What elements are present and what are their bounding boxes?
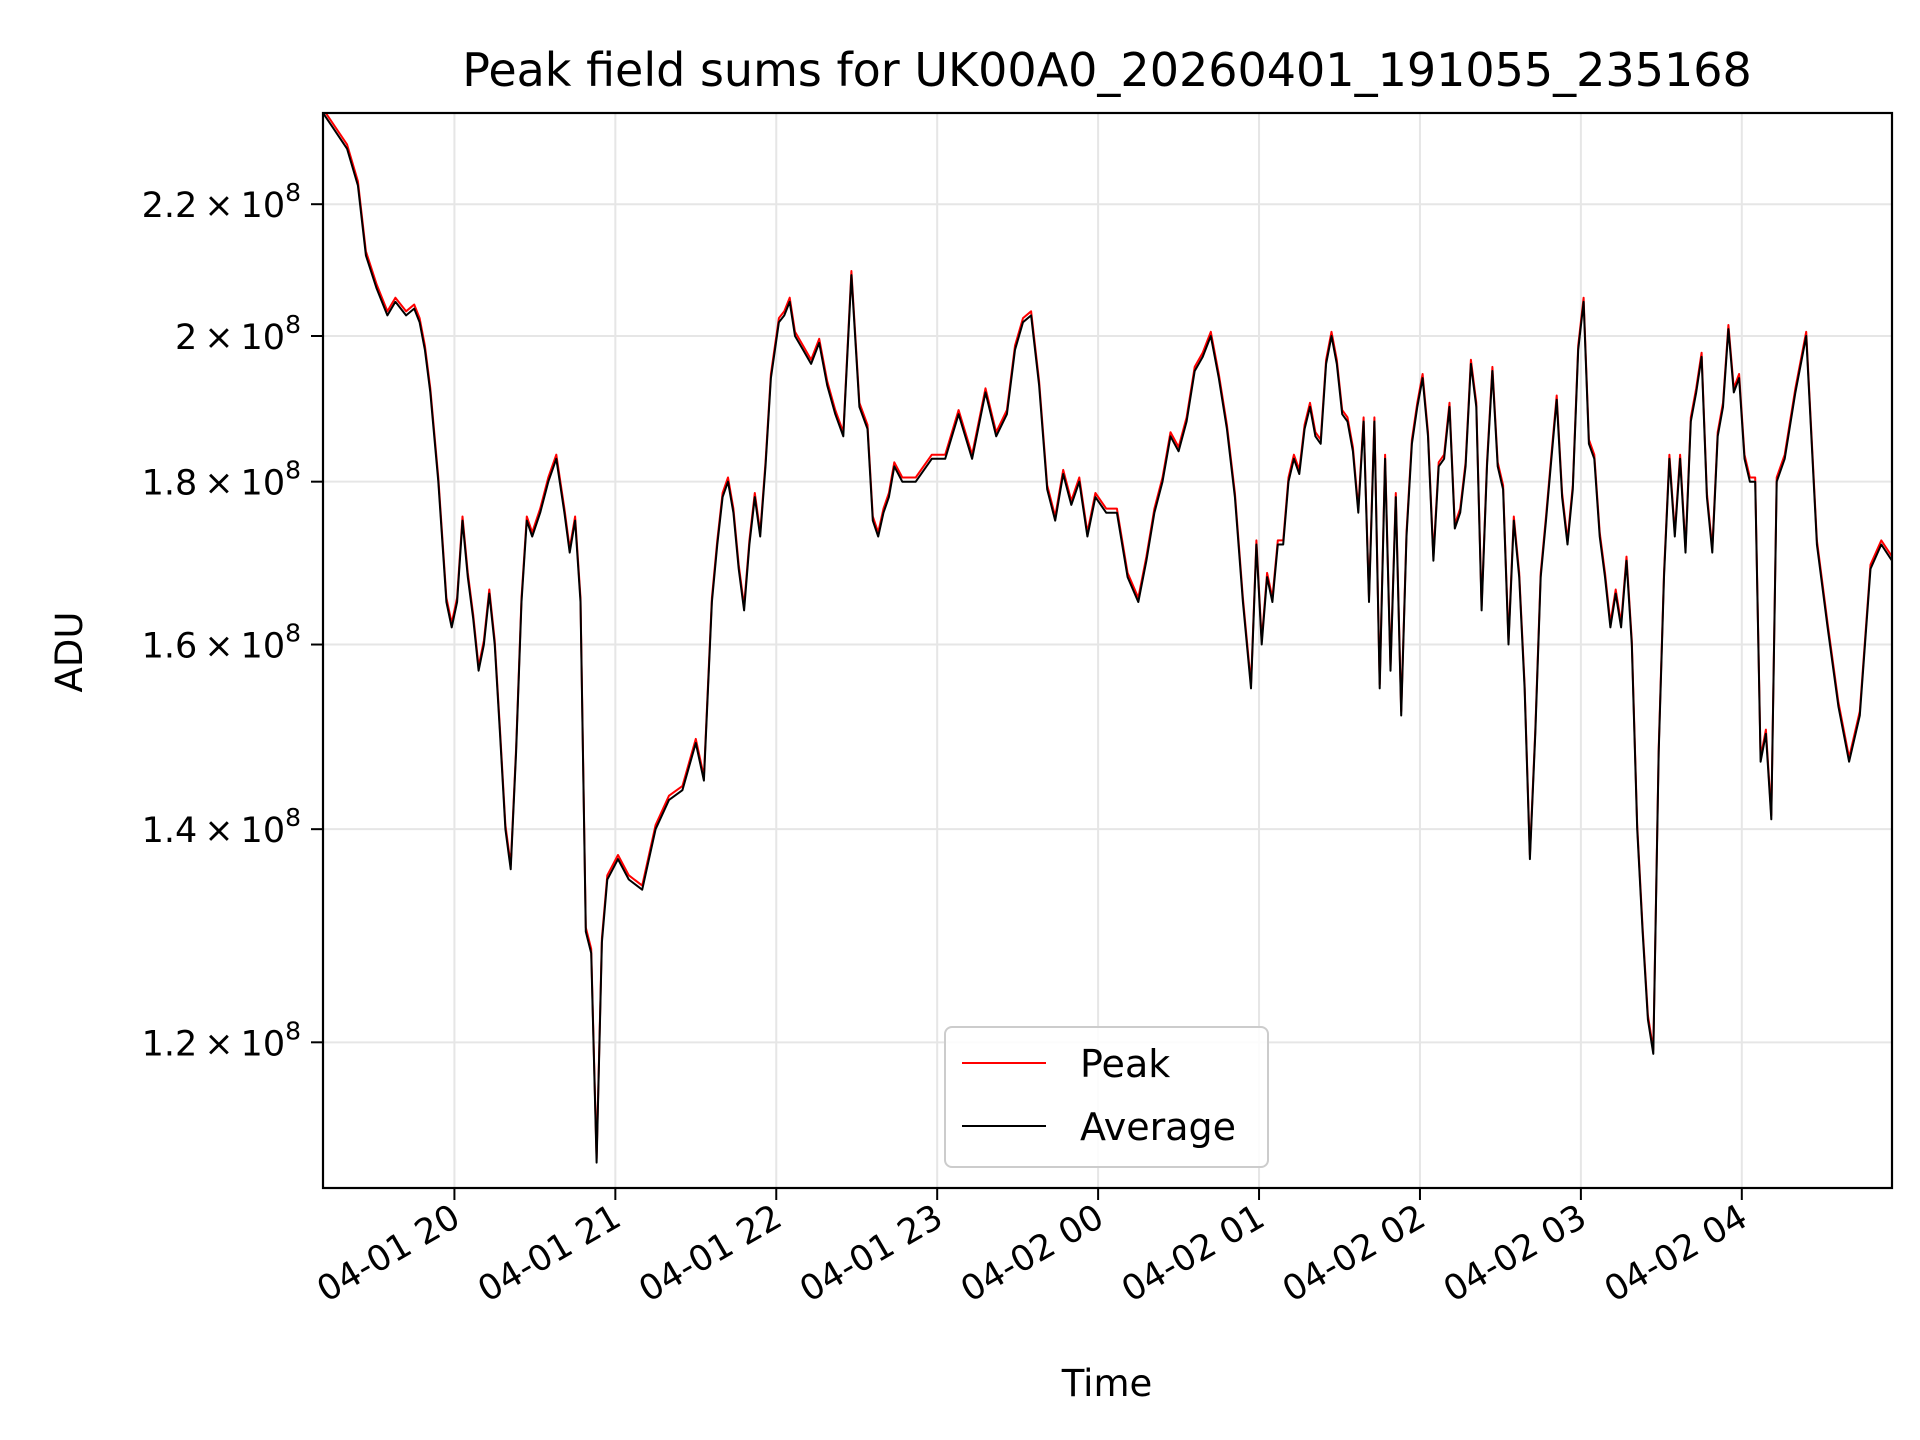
y-axis-ticks: 1.2 × 108 1.4 × 108 1.6 × 108 1.8 × 108 2 × … bbox=[142, 178, 323, 1064]
series-lines bbox=[323, 113, 1892, 1164]
y-tick-label: 1.8 × 108 bbox=[142, 456, 301, 504]
y-tick-label: 1.6 × 108 bbox=[142, 619, 301, 667]
legend-label-peak: Peak bbox=[1080, 1042, 1170, 1086]
plot-frame bbox=[321, 111, 1894, 1190]
y-tick-label: 1.2 × 108 bbox=[142, 1016, 301, 1064]
x-axis-label: Time bbox=[1061, 1362, 1153, 1405]
chart-title: Peak field sums for UK00A0_20260401_1910… bbox=[462, 43, 1752, 97]
y-tick-label: 1.4 × 108 bbox=[142, 803, 301, 851]
legend-label-average: Average bbox=[1080, 1105, 1236, 1149]
legend: Peak Average bbox=[944, 1026, 1269, 1168]
y-tick-label: 2.2 × 108 bbox=[142, 178, 301, 226]
y-axis-label: ADU bbox=[48, 612, 91, 693]
y-tick-label: 2 × 108 bbox=[175, 310, 301, 358]
series-line-average bbox=[323, 113, 1892, 1164]
